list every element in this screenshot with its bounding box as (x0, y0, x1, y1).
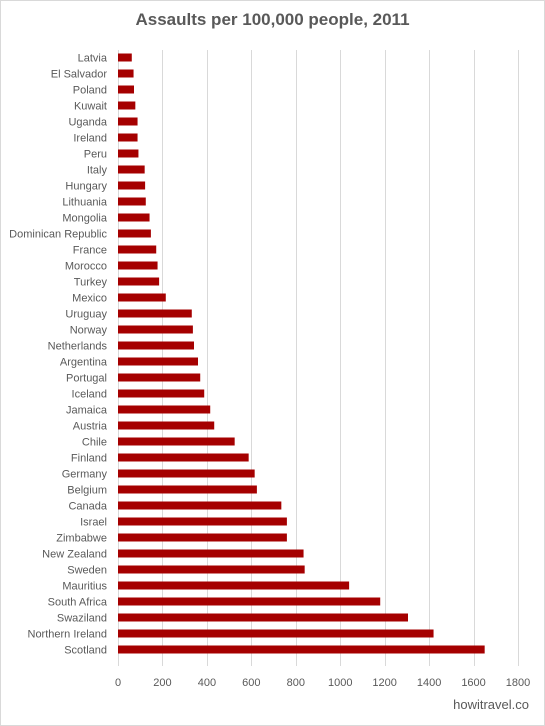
bar (118, 373, 201, 382)
category-label: Kuwait (74, 101, 107, 113)
bar (118, 293, 166, 302)
bar (118, 245, 157, 254)
bar (118, 213, 150, 222)
bar (118, 501, 282, 510)
bar (118, 437, 235, 446)
bar (118, 101, 136, 110)
category-label: Iceland (72, 389, 107, 401)
category-label: Israel (80, 517, 107, 529)
bar (118, 533, 287, 542)
category-label: Zimbabwe (56, 533, 107, 545)
x-tick-label: 400 (198, 677, 216, 689)
category-label: Finland (71, 453, 107, 465)
category-label: Mongolia (62, 213, 108, 225)
bar (118, 277, 160, 286)
bar (118, 597, 381, 606)
bar (118, 149, 139, 158)
category-label: Germany (62, 469, 108, 481)
category-label: Canada (68, 501, 107, 513)
bar (118, 325, 193, 334)
watermark: howitravel.co (453, 697, 529, 712)
category-label: Turkey (74, 277, 108, 289)
x-axis-ticks: 0 200 400 600 800 1000 1200 1400 1600 1800 (115, 677, 530, 689)
category-label: Jamaica (66, 405, 108, 417)
bar (118, 613, 408, 622)
bar (118, 133, 138, 142)
category-label: Swaziland (57, 613, 107, 625)
bar (118, 197, 146, 206)
category-labels: Latvia El Salvador Poland Kuwait Uganda Irela… (9, 53, 108, 657)
x-tick-label: 1600 (461, 677, 485, 689)
bar (118, 309, 192, 318)
bar (118, 117, 138, 126)
category-label: Chile (82, 437, 107, 449)
category-label: Scotland (64, 645, 107, 657)
bar (118, 229, 151, 238)
category-label: Belgium (67, 485, 107, 497)
bar (118, 453, 249, 462)
bar (118, 421, 215, 430)
x-tick-label: 0 (115, 677, 121, 689)
category-label: Netherlands (48, 341, 108, 353)
x-tick-label: 800 (287, 677, 305, 689)
x-tick-label: 1400 (417, 677, 441, 689)
category-label: Dominican Republic (9, 229, 107, 241)
category-label: Morocco (65, 261, 107, 273)
bar (118, 53, 132, 62)
bar (118, 341, 194, 350)
category-label: Argentina (60, 357, 108, 369)
bar (118, 565, 305, 574)
bar (118, 645, 485, 654)
bar (118, 261, 158, 270)
bar (118, 405, 211, 414)
bar (118, 517, 287, 526)
bar (118, 165, 145, 174)
x-tick-label: 200 (153, 677, 171, 689)
category-label: Uruguay (65, 309, 107, 321)
category-label: South Africa (48, 597, 108, 609)
category-label: Peru (84, 149, 107, 161)
bar (118, 485, 257, 494)
category-label: Lithuania (62, 197, 108, 209)
category-label: Ireland (73, 133, 107, 145)
bar (118, 389, 205, 398)
x-tick-label: 600 (242, 677, 260, 689)
x-tick-label: 1000 (328, 677, 352, 689)
bar (118, 357, 198, 366)
bar (118, 181, 146, 190)
category-label: Northern Ireland (28, 629, 108, 641)
category-label: Sweden (67, 565, 107, 577)
x-tick-label: 1200 (372, 677, 396, 689)
category-label: New Zealand (42, 549, 107, 561)
category-label: Portugal (66, 373, 107, 385)
bar (118, 629, 434, 638)
category-label: Uganda (68, 117, 107, 129)
category-label: Mexico (72, 293, 107, 305)
bar (118, 581, 350, 590)
x-tick-label: 1800 (506, 677, 530, 689)
category-label: Mauritius (62, 581, 107, 593)
bar (118, 549, 304, 558)
category-label: Poland (73, 85, 107, 97)
bar (118, 69, 134, 78)
category-label: Austria (73, 421, 108, 433)
category-label: Italy (87, 165, 108, 177)
bars (118, 53, 485, 654)
category-label: Norway (70, 325, 108, 337)
category-label: Hungary (65, 181, 107, 193)
gridlines (118, 50, 519, 666)
bar (118, 469, 255, 478)
category-label: France (73, 245, 107, 257)
chart-title: Assaults per 100,000 people, 2011 (135, 10, 410, 29)
category-label: Latvia (78, 53, 108, 65)
category-label: El Salvador (51, 69, 108, 81)
bar (118, 85, 134, 94)
